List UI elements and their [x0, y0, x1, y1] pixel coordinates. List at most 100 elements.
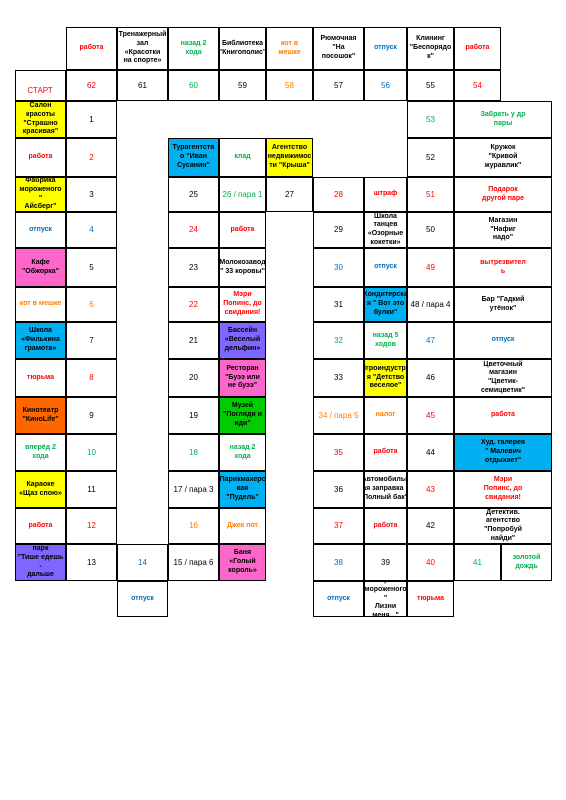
board-cell: Парикмахерс кая "Пудель": [219, 471, 266, 508]
cell-text: Школа танцев «Озорные кокетки»: [367, 212, 404, 246]
board-cell: штраф: [364, 177, 407, 212]
board-cell: 7: [66, 322, 117, 359]
board-cell: 36: [313, 471, 364, 508]
board-cell: Кондитерска я " Вот это булки": [364, 287, 407, 322]
cell-text: Рюмочная "На посошок": [320, 35, 357, 60]
cell-text: Ларёк мороженого " Лизни меня...": [364, 582, 407, 617]
cell-text: 28: [334, 189, 343, 199]
board-cell: 57: [313, 70, 364, 101]
cell-text: Парикмахерс кая "Пудель": [219, 476, 266, 501]
cell-text: 22: [189, 299, 198, 309]
cell-text: 34 / пара 5: [318, 410, 359, 420]
board-cell: Автобусный парк "Тише едешь - дальше буд…: [15, 544, 66, 581]
board-cell: 28: [313, 177, 364, 212]
cell-text: 17 / пара 3: [173, 484, 214, 494]
cell-text: 10: [87, 447, 96, 457]
cell-text: 39: [381, 557, 390, 567]
cell-text: 47: [426, 335, 435, 345]
cell-text: отпуск: [374, 263, 397, 271]
cell-text: Мэри Попинс, до свидания!: [483, 476, 523, 501]
board-cell: работа: [15, 138, 66, 177]
cell-text: Кондитерска я " Вот это булки": [364, 291, 407, 316]
board-cell: работа: [66, 27, 117, 70]
cell-text: 40: [426, 557, 435, 567]
board-cell: отпуск: [364, 27, 407, 70]
board-cell: 3: [66, 177, 117, 212]
cell-text: 12: [87, 521, 96, 530]
board-cell: Салон красоты "Страшно красивая": [15, 101, 66, 138]
cell-text: отпуск: [131, 594, 154, 602]
start-box: [15, 70, 66, 101]
cell-text: золотой дождь: [512, 553, 541, 570]
board-cell: Музей "Погляди и иди": [219, 397, 266, 434]
board-cell: Рюмочная "На посошок": [313, 27, 364, 70]
cell-text: 15 / пара 6: [173, 557, 214, 567]
cell-text: Баня «Голый король»: [228, 549, 257, 574]
cell-text: назад 2 хода: [229, 443, 256, 460]
board-cell: 20: [168, 359, 219, 397]
cell-text: 30: [334, 262, 343, 272]
cell-text: 41: [473, 557, 482, 567]
board-cell: 9: [66, 397, 117, 434]
cell-text: отпуск: [374, 44, 397, 52]
cell-text: отпуск: [491, 336, 515, 344]
board-cell: Джек пот: [219, 508, 266, 544]
board-cell: Ларёк мороженого " Лизни меня...": [364, 581, 407, 617]
cell-text: Джек пот: [227, 521, 258, 529]
board-cell: 22: [168, 287, 219, 322]
board-cell: Худ. галерея " Малевич отдыхает": [454, 434, 552, 471]
board-cell: 44: [407, 434, 454, 471]
cell-text: вперёд 2 хода: [25, 443, 56, 460]
board-cell: 6: [66, 287, 117, 322]
board-cell: 51: [407, 177, 454, 212]
cell-text: работа: [491, 411, 515, 419]
cell-text: Кружок "Кривой журавлик": [484, 144, 522, 169]
board-cell: 31: [313, 287, 364, 322]
cell-text: Худ. галерея " Малевич отдыхает": [481, 439, 525, 464]
cell-text: 57: [334, 80, 343, 90]
cell-text: 49: [426, 262, 435, 272]
cell-text: 16: [189, 521, 198, 530]
cell-text: Молокозавод " 33 коровы": [219, 258, 266, 275]
cell-text: Караоке «Щаз спою»: [19, 480, 62, 497]
cell-text: кот в мешке: [278, 39, 301, 56]
board-cell: 10: [66, 434, 117, 471]
board-cell: 25: [168, 177, 219, 212]
cell-text: Фабрика мороженого " Айсберг": [19, 177, 62, 211]
board-cell: 29: [313, 212, 364, 248]
board-cell: 8: [66, 359, 117, 397]
cell-text: 36: [334, 484, 343, 494]
board-cell: 55: [407, 70, 454, 101]
cell-text: 52: [426, 152, 435, 162]
board-cell: 43: [407, 471, 454, 508]
board-cell: работа: [454, 397, 552, 434]
board-cell: Забрать у др пары: [454, 101, 552, 138]
cell-text: 29: [334, 225, 343, 234]
cell-text: 37: [334, 521, 343, 530]
cell-text: работа: [465, 44, 490, 52]
board-cell: отпуск: [15, 212, 66, 248]
board-cell: Школа танцев «Озорные кокетки»: [364, 212, 407, 248]
cell-text: Агентство недвижимос ти "Крыша": [267, 144, 312, 169]
board-cell: Баня «Голый король»: [219, 544, 266, 581]
board-cell: 4: [66, 212, 117, 248]
board-cell: 54: [454, 70, 501, 101]
cell-text: 58: [285, 80, 294, 90]
board-cell: Мэри Попинс, до свидания!: [454, 471, 552, 508]
cell-text: Мэри Попинс, до свидания!: [223, 291, 262, 316]
cell-text: тюрьма: [417, 594, 444, 602]
board-cell: 33: [313, 359, 364, 397]
cell-text: 35: [334, 447, 343, 457]
cell-text: тюрьма: [27, 373, 54, 381]
cell-text: 6: [89, 299, 94, 309]
board-cell: тюрьма: [15, 359, 66, 397]
start-label: СТАРТ: [27, 86, 53, 95]
board-cell: клад: [219, 138, 266, 177]
cell-text: 1: [89, 114, 94, 124]
cell-text: 18: [189, 447, 198, 457]
board-cell: 38: [313, 544, 364, 581]
board-cell: 37: [313, 508, 364, 544]
board-cell: Турагентств о "Иван Сусанин": [168, 138, 219, 177]
board-cell: работа: [364, 508, 407, 544]
board-cell: Библиотека "Книгополис": [219, 27, 266, 70]
